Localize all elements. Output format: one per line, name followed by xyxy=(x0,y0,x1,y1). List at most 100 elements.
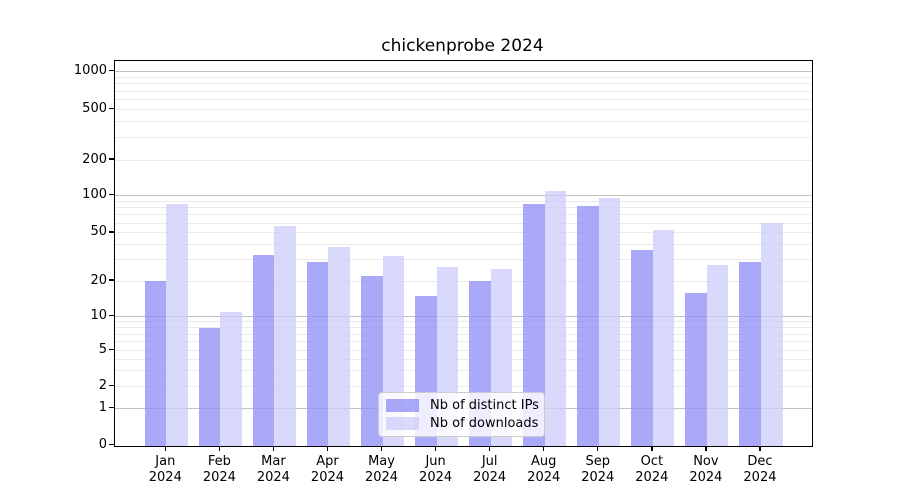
x-tick-label-year: 2024 xyxy=(310,469,345,485)
x-tick-label-month: Nov xyxy=(693,453,719,469)
y-tick-mark-50 xyxy=(108,231,114,233)
legend-label-downloads: Nb of downloads xyxy=(430,416,539,431)
x-tick-label-month: Feb xyxy=(207,453,231,469)
x-tick-label-year: 2024 xyxy=(364,469,399,485)
x-tick-mark-mar-2024 xyxy=(272,445,275,451)
bar-distinct-ips-jan-2024 xyxy=(144,281,167,446)
y-tick-mark-100 xyxy=(108,193,114,196)
bar-downloads-aug-2024 xyxy=(544,190,567,446)
gridline-minor-70 xyxy=(115,214,812,216)
x-tick-label-year: 2024 xyxy=(148,469,182,485)
bar-distinct-ips-sep-2024 xyxy=(577,206,599,446)
bar-distinct-ips-may-2024 xyxy=(360,276,383,446)
x-tick-label-oct-2024: Oct 2024 xyxy=(612,454,692,486)
y-tick-mark-500 xyxy=(108,107,114,109)
y-tick-mark-200 xyxy=(108,158,114,160)
x-tick-mark-sep-2024 xyxy=(597,445,599,451)
gridline-major-100 xyxy=(115,194,812,196)
x-tick-mark-apr-2024 xyxy=(326,445,329,451)
chart-title: chickenprobe 2024 xyxy=(381,36,544,56)
y-tick-label-5: 5 xyxy=(98,341,107,357)
x-tick-label-year: 2024 xyxy=(473,469,507,485)
y-tick-mark-5 xyxy=(108,348,114,350)
x-tick-mark-feb-2024 xyxy=(218,445,221,451)
y-tick-mark-0 xyxy=(108,443,114,446)
y-tick-mark-10 xyxy=(108,315,114,317)
y-tick-label-2: 2 xyxy=(98,377,107,393)
bar-downloads-dec-2024 xyxy=(760,223,783,446)
bar-distinct-ips-aug-2024 xyxy=(523,204,545,446)
x-tick-label-year: 2024 xyxy=(689,469,723,485)
x-tick-label-year: 2024 xyxy=(527,469,561,485)
gridline-minor-2 xyxy=(115,385,812,387)
x-tick-mark-aug-2024 xyxy=(543,445,545,451)
bar-downloads-mar-2024 xyxy=(274,225,296,446)
legend: Nb of distinct IPs Nb of downloads xyxy=(378,392,545,437)
y-tick-mark-1000 xyxy=(108,69,114,72)
y-tick-label-1000: 1000 xyxy=(73,63,107,79)
gridline-minor-80 xyxy=(115,207,812,209)
bar-distinct-ips-mar-2024 xyxy=(252,254,275,446)
gridline-minor-800 xyxy=(115,83,812,85)
x-tick-label-mar-2024: Mar 2024 xyxy=(233,454,313,486)
gridline-minor-50 xyxy=(115,232,812,234)
x-tick-label-year: 2024 xyxy=(202,469,236,485)
x-tick-mark-jun-2024 xyxy=(434,445,437,451)
gridline-minor-6 xyxy=(115,340,812,342)
bar-distinct-ips-oct-2024 xyxy=(631,250,653,446)
gridline-minor-60 xyxy=(115,222,812,224)
legend-item-downloads: Nb of downloads xyxy=(386,416,539,431)
x-tick-label-year: 2024 xyxy=(581,469,615,485)
x-tick-mark-jul-2024 xyxy=(488,445,491,451)
x-tick-label-jul-2024: Jul 2024 xyxy=(450,454,530,486)
x-tick-label-year: 2024 xyxy=(256,469,290,485)
gridline-minor-700 xyxy=(115,90,812,92)
x-tick-mark-jan-2024 xyxy=(164,445,166,451)
gridline-minor-600 xyxy=(115,98,812,100)
x-tick-label-month: Aug xyxy=(531,453,557,469)
legend-swatch-distinct-ips xyxy=(386,399,419,412)
y-tick-label-1: 1 xyxy=(98,400,107,416)
x-tick-label-aug-2024: Aug 2024 xyxy=(504,454,584,486)
x-tick-label-month: Jun xyxy=(425,453,446,469)
x-tick-label-nov-2024: Nov 2024 xyxy=(666,454,746,486)
gridline-minor-40 xyxy=(115,244,812,246)
plot-area xyxy=(114,60,813,447)
bar-downloads-sep-2024 xyxy=(598,198,621,446)
x-tick-mark-may-2024 xyxy=(380,445,383,451)
x-tick-label-dec-2024: Dec 2024 xyxy=(720,454,800,486)
gridline-minor-9 xyxy=(115,321,812,323)
gridline-minor-7 xyxy=(115,333,812,335)
gridline-minor-3 xyxy=(115,369,812,371)
x-tick-label-jun-2024: Jun 2024 xyxy=(396,454,476,486)
x-tick-label-year: 2024 xyxy=(743,469,777,485)
gridline-minor-400 xyxy=(115,121,812,123)
y-tick-mark-1 xyxy=(108,407,114,409)
gridline-minor-4 xyxy=(115,358,812,360)
bar-distinct-ips-nov-2024 xyxy=(685,292,707,446)
y-tick-label-50: 50 xyxy=(90,224,107,240)
y-tick-label-500: 500 xyxy=(82,100,107,116)
gridline-minor-5 xyxy=(115,349,812,351)
x-tick-mark-dec-2024 xyxy=(759,445,761,451)
y-tick-label-100: 100 xyxy=(82,186,107,202)
y-tick-label-20: 20 xyxy=(90,272,107,288)
bar-downloads-nov-2024 xyxy=(706,265,729,446)
bar-distinct-ips-feb-2024 xyxy=(198,327,221,446)
y-tick-mark-2 xyxy=(108,384,114,387)
gridline-major-10 xyxy=(115,316,812,318)
y-tick-label-0: 0 xyxy=(98,437,107,452)
gridline-minor-8 xyxy=(115,327,812,329)
gridline-minor-900 xyxy=(115,76,812,78)
x-tick-label-year: 2024 xyxy=(635,469,669,485)
x-tick-label-sep-2024: Sep 2024 xyxy=(558,454,638,486)
gridline-minor-30 xyxy=(115,259,812,261)
x-tick-mark-nov-2024 xyxy=(705,445,707,451)
x-tick-label-month: Dec xyxy=(747,453,773,469)
x-tick-label-month: May xyxy=(368,453,395,469)
bar-distinct-ips-dec-2024 xyxy=(739,261,761,446)
gridline-minor-20 xyxy=(115,280,812,282)
x-tick-mark-oct-2024 xyxy=(651,445,653,451)
y-tick-label-200: 200 xyxy=(82,151,107,167)
